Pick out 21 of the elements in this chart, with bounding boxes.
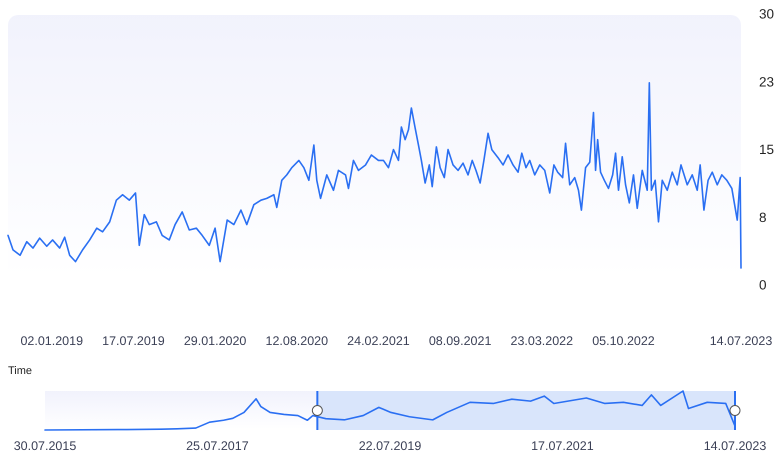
x-tick-label: 17.07.2019 <box>102 334 165 348</box>
y-tick-label: 30 <box>759 6 774 22</box>
x-tick-label: 29.01.2020 <box>184 334 246 348</box>
y-tick-label: 15 <box>759 142 774 158</box>
x-tick-label: 22.07.2019 <box>358 439 422 453</box>
y-tick-label: 23 <box>759 74 774 90</box>
x-tick-label: 05.10.2022 <box>592 334 655 348</box>
x-tick-label: 17.07.2021 <box>531 439 594 453</box>
x-tick-label: 14.07.2023 <box>710 334 772 348</box>
y-tick-label: 8 <box>759 210 767 225</box>
x-tick-label: 12.08.2020 <box>266 334 328 348</box>
line-series <box>7 82 742 269</box>
x-tick-label: 08.09.2021 <box>428 334 492 348</box>
x-tick-label: 02.01.2019 <box>20 334 84 348</box>
x-axis-title: Time <box>8 365 32 377</box>
x-tick-label: 24.02.2021 <box>347 334 410 348</box>
x-tick-label: 25.07.2017 <box>186 439 249 453</box>
x-tick-label: 30.07.2015 <box>14 439 76 453</box>
x-tick-label: 23.03.2022 <box>510 334 574 348</box>
y-tick-label: 0 <box>759 278 767 293</box>
x-tick-label: 14.07.2023 <box>704 439 766 453</box>
